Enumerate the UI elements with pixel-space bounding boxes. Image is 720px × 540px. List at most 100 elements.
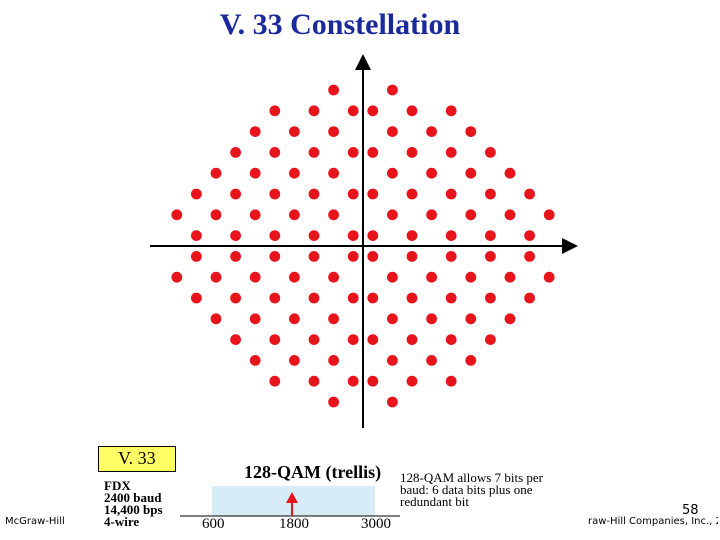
constellation-point [269,251,281,262]
constellation-point [465,167,477,179]
constellation-point [426,209,437,221]
constellation-point [406,334,418,345]
constellation-point [210,167,222,179]
constellation-point [230,230,242,242]
constellation-point [191,292,202,304]
constellation-point [387,84,398,96]
constellation-point [485,292,496,304]
constellation-point [485,230,496,242]
constellation-point [269,105,281,117]
spec-wiring: 4-wire [104,514,140,529]
constellation-point [465,355,477,366]
constellation-point [249,209,261,221]
constellation-point [328,167,339,179]
constellation-point [445,334,457,345]
constellation-point [308,375,320,387]
constellation-point [269,334,281,345]
constellation-point [328,313,339,325]
constellation-point [485,147,496,158]
constellation-point [543,271,555,283]
constellation-point [367,292,379,304]
constellation-point [485,188,496,200]
constellation-point [269,147,281,158]
constellation-point [230,251,242,262]
constellation-point [485,334,496,345]
constellation-points [171,84,555,408]
constellation-point [249,271,261,283]
constellation-point [191,230,202,242]
constellation-point [465,271,477,283]
constellation-point [504,209,516,221]
constellation-point [347,334,359,345]
horizontal-axis-arrow-icon [562,238,578,254]
constellation-point [406,105,418,117]
constellation-point [485,251,496,262]
spec-duplex: FDX [104,478,131,493]
constellation-point [367,147,379,158]
publisher-left: McGraw-Hill [5,516,65,527]
constellation-point [289,313,300,325]
qam-note-line: redundant bit [400,494,469,509]
spec-baud: 2400 baud [104,490,162,505]
constellation-point [465,126,477,137]
frequency-carrier: 1800 [279,516,309,532]
qam-note-line: baud: 6 data bits plus one [400,482,533,497]
constellation-point [347,375,359,387]
constellation-point [269,375,281,387]
constellation-point [445,375,457,387]
constellation-point [445,251,457,262]
constellation-point [367,188,379,200]
constellation-point [445,292,457,304]
constellation-point [347,147,359,158]
qam-note-line: 128-QAM allows 7 bits per [400,470,543,485]
constellation-point [445,230,457,242]
frequency-low: 600 [202,516,225,532]
copyright-notice: raw-Hill Companies, Inc., 2004 [588,516,718,527]
frequency-band-diagram [180,486,400,517]
axes [150,54,578,428]
constellation-point [504,313,516,325]
constellation-point [426,271,437,283]
constellation-point [230,334,242,345]
frequency-high: 3000 [361,516,391,532]
constellation-point [230,147,242,158]
constellation-point [387,355,398,366]
constellation-point [524,251,535,262]
constellation-point [328,396,339,408]
vertical-axis-arrow-icon [355,54,371,70]
constellation-point [524,230,535,242]
constellation-point [387,313,398,325]
constellation-point [465,313,477,325]
constellation-point [308,334,320,345]
constellation-point [347,251,359,262]
qam-note: 128-QAM allows 7 bits per baud: 6 data b… [400,470,580,509]
constellation-point [387,209,398,221]
constellation-point [347,105,359,117]
constellation-point [465,209,477,221]
constellation-point [406,251,418,262]
constellation-point [406,147,418,158]
constellation-point [308,188,320,200]
constellation-point [426,313,437,325]
constellation-point [289,355,300,366]
constellation-point [308,105,320,117]
constellation-point [328,126,339,137]
constellation-point [524,188,535,200]
constellation-point [426,126,437,137]
constellation-point [249,167,261,179]
constellation-point [171,209,183,221]
constellation-point [230,292,242,304]
constellation-point [347,292,359,304]
constellation-point [289,271,300,283]
constellation-point [524,292,535,304]
constellation-point [191,251,202,262]
constellation-point [249,126,261,137]
constellation-point [308,292,320,304]
constellation-point [406,292,418,304]
constellation-point [308,147,320,158]
constellation-point [426,355,437,366]
constellation-point [308,251,320,262]
constellation-point [367,375,379,387]
constellation-point [445,105,457,117]
constellation-point [269,230,281,242]
